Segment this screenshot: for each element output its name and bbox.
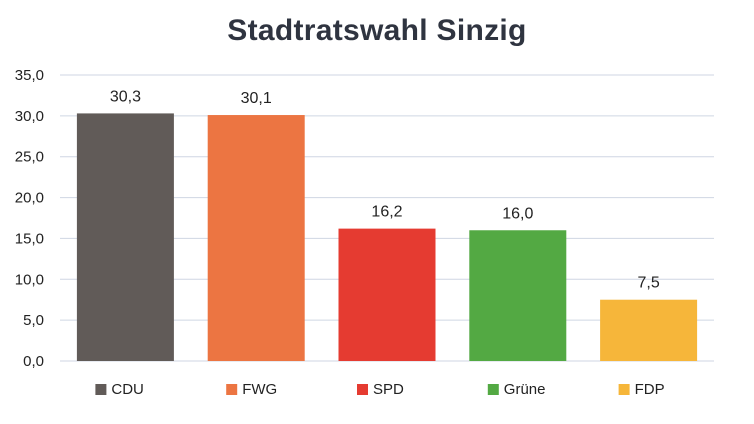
legend-swatch <box>357 384 368 395</box>
bar-spd <box>338 228 436 361</box>
data-label: 16,0 <box>502 205 533 222</box>
bar-fdp <box>600 299 698 361</box>
y-tick-label: 35,0 <box>15 67 44 84</box>
y-tick-label: 20,0 <box>15 190 44 207</box>
legend-label: SPD <box>373 381 404 398</box>
y-tick-label: 25,0 <box>15 149 44 166</box>
chart-title: Stadtratswahl Sinzig <box>227 14 527 47</box>
legend-swatch <box>95 384 107 395</box>
data-label: 7,5 <box>637 275 659 292</box>
legend-label: FWG <box>242 381 277 398</box>
legend-swatch <box>618 384 630 395</box>
data-label: 30,1 <box>241 90 272 107</box>
legend-swatch <box>487 384 499 395</box>
legend-label: CDU <box>111 381 143 398</box>
bar-grüne <box>469 230 567 361</box>
y-tick-label: 30,0 <box>15 108 44 125</box>
data-label: 30,3 <box>110 88 141 105</box>
bar-fwg <box>207 115 305 361</box>
y-tick-label: 15,0 <box>15 230 44 247</box>
bar-cdu <box>76 113 174 361</box>
data-label: 16,2 <box>371 204 402 221</box>
y-tick-label: 5,0 <box>23 312 44 329</box>
legend-label: FDP <box>635 381 665 398</box>
y-tick-label: 0,0 <box>23 353 44 370</box>
y-tick-label: 10,0 <box>15 271 44 288</box>
legend-label: Grüne <box>504 381 546 398</box>
legend-swatch <box>226 384 238 395</box>
